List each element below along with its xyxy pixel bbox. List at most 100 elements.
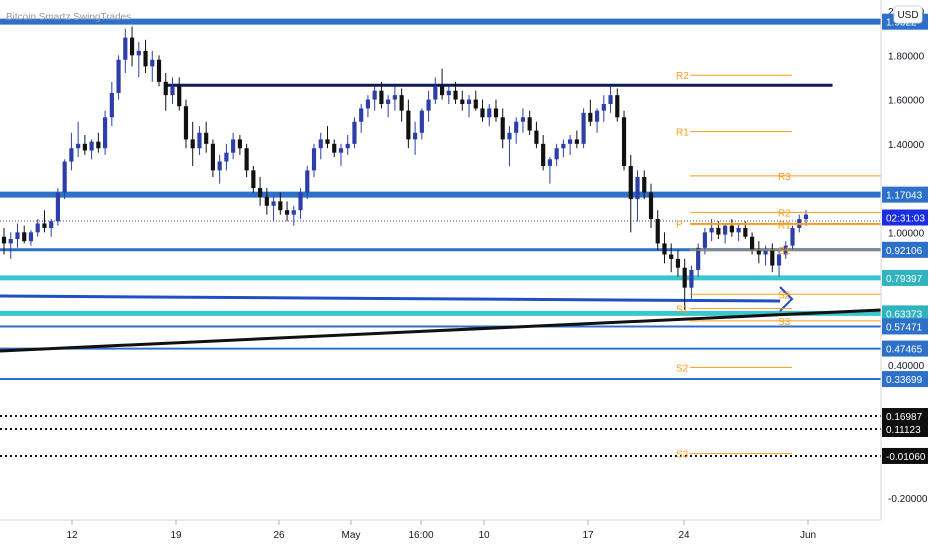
candle-body bbox=[197, 132, 202, 149]
price-tag bbox=[882, 209, 928, 226]
candle-body bbox=[621, 117, 627, 166]
candle-body bbox=[406, 110, 411, 140]
candle-body bbox=[150, 59, 155, 67]
candle-body bbox=[608, 95, 613, 104]
candle-body bbox=[500, 117, 505, 140]
price-tag bbox=[882, 305, 928, 322]
candle-body bbox=[581, 112, 586, 144]
candle-body bbox=[156, 59, 162, 82]
currency-label: USD bbox=[897, 10, 918, 21]
candle-body bbox=[136, 50, 141, 56]
pivot-label-monthly: R2 bbox=[676, 71, 689, 82]
price-tag bbox=[882, 340, 928, 357]
candle-body bbox=[325, 139, 330, 144]
candle-body bbox=[55, 192, 61, 222]
candle-body bbox=[116, 59, 121, 93]
candle-body bbox=[520, 117, 526, 122]
candle-body bbox=[190, 139, 195, 149]
candle-body bbox=[386, 99, 391, 104]
candle-body bbox=[170, 86, 175, 96]
candle-body bbox=[487, 108, 492, 118]
channel-arrow bbox=[779, 286, 794, 312]
candle-body bbox=[702, 232, 707, 248]
candle-body bbox=[49, 221, 54, 228]
candle-body bbox=[28, 232, 34, 242]
candle-body bbox=[439, 86, 445, 96]
candle-body bbox=[749, 236, 755, 251]
candle-body bbox=[534, 130, 539, 144]
candle-body bbox=[183, 106, 189, 140]
price-tag bbox=[882, 447, 928, 464]
candle-body bbox=[291, 210, 296, 215]
candle-body bbox=[89, 141, 94, 151]
time-tick: Jun bbox=[800, 530, 816, 541]
pivot-label-monthly: S3 bbox=[676, 450, 689, 461]
time-tick: 24 bbox=[678, 530, 690, 541]
candle-body bbox=[466, 99, 472, 104]
candle-body bbox=[22, 232, 27, 242]
candle-body bbox=[574, 139, 579, 144]
candle-body bbox=[338, 148, 344, 153]
pivot-label-monthly: S2 bbox=[676, 363, 689, 374]
candle-body bbox=[763, 250, 768, 255]
candle-body bbox=[109, 92, 114, 118]
price-tag bbox=[882, 371, 928, 388]
price-tag-label: -0.01060 bbox=[886, 452, 926, 463]
candle-body bbox=[217, 161, 222, 171]
candle-body bbox=[689, 269, 694, 288]
candle-body bbox=[82, 143, 87, 151]
candle-body bbox=[210, 143, 216, 171]
candle-body bbox=[69, 148, 74, 162]
candle-body bbox=[8, 238, 13, 244]
candles-layer bbox=[1, 26, 809, 310]
candle-body bbox=[662, 243, 667, 255]
candle-body bbox=[635, 177, 640, 200]
candle-body bbox=[244, 148, 249, 171]
candle-body bbox=[743, 227, 748, 237]
candle-body bbox=[803, 214, 809, 220]
candle-body bbox=[736, 227, 741, 233]
candle-body bbox=[426, 99, 431, 111]
time-tick: 16:00 bbox=[408, 530, 433, 541]
pivot-label-monthly: S1 bbox=[676, 305, 689, 316]
candle-body bbox=[770, 250, 775, 266]
price-tag-label: 0.57471 bbox=[886, 322, 923, 333]
candle-body bbox=[305, 170, 310, 193]
price-tag-label: 0.11123 bbox=[886, 425, 921, 436]
time-tick: 26 bbox=[273, 530, 285, 541]
price-tag bbox=[882, 186, 928, 203]
candle-body bbox=[103, 117, 108, 149]
candle-body bbox=[35, 223, 40, 233]
candle-body bbox=[601, 104, 606, 111]
price-tag bbox=[882, 241, 928, 258]
candle-body bbox=[237, 139, 242, 149]
price-tag-label: 0.92106 bbox=[886, 246, 923, 257]
pivot-label-weekly: P bbox=[676, 219, 683, 230]
price-tag bbox=[882, 269, 928, 286]
candle-body bbox=[413, 132, 418, 140]
candle-body bbox=[615, 95, 620, 118]
candle-body bbox=[1, 236, 7, 244]
candle-body bbox=[129, 37, 135, 56]
price-tag bbox=[882, 318, 928, 335]
trendline bbox=[0, 308, 882, 353]
candle-body bbox=[15, 232, 20, 239]
candle-body bbox=[231, 139, 236, 153]
price-tag-label: 1.17043 bbox=[886, 191, 923, 202]
candle-body bbox=[541, 143, 546, 166]
candle-body bbox=[143, 50, 148, 67]
price-tick: 0.40000 bbox=[888, 361, 925, 372]
currency-button[interactable]: USD bbox=[893, 5, 923, 24]
candle-body bbox=[561, 143, 566, 149]
price-tag-label: 0.47465 bbox=[886, 345, 923, 356]
pivot-label-weekly: S3 bbox=[778, 317, 791, 328]
candle-body bbox=[311, 148, 317, 171]
candle-body bbox=[756, 250, 761, 255]
candle-body bbox=[473, 99, 478, 109]
candle-body bbox=[568, 139, 573, 144]
pivots-layer: R2 R1 S1 S2 S3 R3 R2 R1 P S1 S2 S3 bbox=[676, 71, 881, 461]
price-tag-label: 02:31:03 bbox=[886, 214, 925, 225]
candle-body bbox=[271, 201, 276, 206]
